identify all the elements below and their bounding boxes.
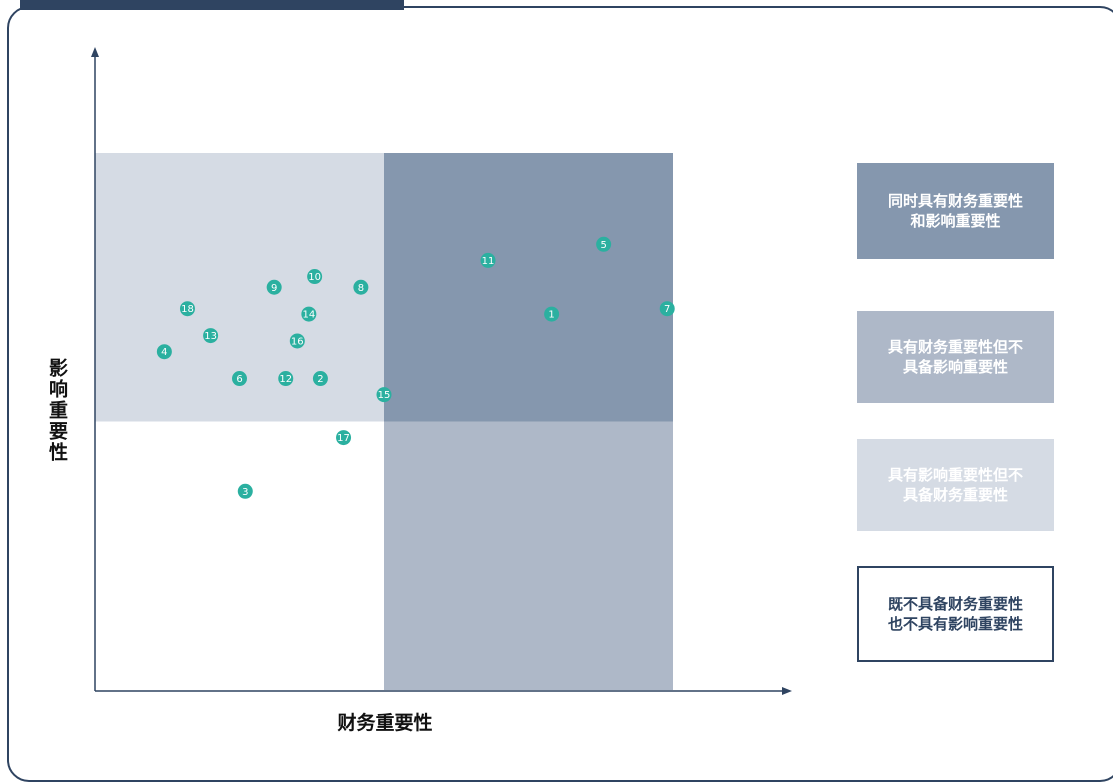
data-point-label: 12 [279, 374, 292, 385]
legend-financial-only-line2: 具备影响重要性 [902, 358, 1008, 376]
data-point: 14 [301, 306, 317, 322]
data-point-marker [266, 279, 282, 295]
data-point-label: 14 [302, 310, 315, 321]
legend-both: 同时具有财务重要性 和影响重要性 [857, 163, 1054, 259]
data-point: 4 [156, 344, 172, 360]
data-point: 16 [289, 333, 305, 349]
data-point-marker [336, 430, 352, 446]
data-point-marker [203, 328, 219, 344]
header-tab [20, 0, 404, 10]
data-point: 3 [237, 483, 253, 499]
chart-panel [7, 6, 1113, 782]
legend-impact-only: 具有影响重要性但不 具备财务重要性 [857, 439, 1054, 531]
data-point: 13 [203, 328, 219, 344]
data-point-label: 10 [308, 272, 321, 283]
legend-financial-only: 具有财务重要性但不 具备影响重要性 [857, 311, 1054, 403]
data-point-label: 8 [358, 283, 364, 294]
data-point-label: 4 [161, 347, 167, 358]
legend-neither-line1: 既不具备财务重要性 [887, 595, 1023, 613]
data-point: 9 [266, 279, 282, 295]
data-point: 11 [480, 252, 496, 268]
data-point-label: 18 [181, 304, 194, 315]
data-point-label: 5 [600, 240, 606, 251]
data-point-marker [301, 306, 317, 322]
data-point-label: 7 [664, 304, 670, 315]
quadrant-neither [95, 421, 384, 690]
legend-neither: 既不具备财务重要性 也不具有影响重要性 [857, 566, 1054, 662]
data-point-marker [480, 252, 496, 268]
data-point: 7 [659, 301, 675, 317]
data-point-label: 11 [482, 256, 495, 267]
data-point-label: 16 [291, 336, 304, 347]
legend-neither-line2: 也不具有影响重要性 [887, 615, 1023, 633]
quadrant-financial-only [384, 421, 673, 690]
data-point-marker [179, 301, 195, 317]
data-point: 10 [307, 269, 323, 285]
data-point: 1 [544, 306, 560, 322]
y-axis-arrow [91, 47, 99, 57]
quadrant-both [384, 153, 673, 422]
data-point-marker [544, 306, 560, 322]
data-point-marker [278, 371, 294, 387]
data-point-marker [232, 371, 247, 387]
data-point: 2 [312, 371, 328, 387]
data-point: 15 [376, 387, 392, 403]
data-point-marker [353, 279, 369, 295]
data-point-label: 3 [242, 487, 248, 498]
data-point-label: 6 [236, 374, 242, 385]
data-point-marker [596, 236, 612, 252]
data-point-label: 9 [271, 283, 277, 294]
data-point-label: 15 [378, 390, 391, 401]
legend-both-line1: 同时具有财务重要性 [887, 192, 1023, 210]
legend-impact-only-line2: 具备财务重要性 [902, 486, 1008, 504]
x-axis-label: 财务重要性 [337, 712, 433, 734]
data-point: 17 [336, 430, 352, 446]
legend-impact-only-line1: 具有影响重要性但不 [887, 466, 1023, 484]
data-point-marker [237, 483, 253, 499]
data-point-marker [659, 301, 675, 317]
x-axis-arrow [782, 687, 792, 695]
data-point-marker [289, 333, 305, 349]
data-point-marker [156, 344, 172, 360]
data-point-marker [376, 387, 392, 403]
data-point-label: 13 [204, 331, 217, 342]
data-point: 12 [278, 371, 294, 387]
data-point: 5 [596, 236, 612, 252]
data-point-label: 2 [317, 374, 323, 385]
legend-financial-only-line1: 具有财务重要性但不 [887, 338, 1023, 356]
data-point: 8 [353, 279, 369, 295]
data-point: 18 [179, 301, 195, 317]
data-point-marker [312, 371, 328, 387]
data-point-marker [307, 269, 323, 285]
legend-both-line2: 和影响重要性 [910, 212, 1001, 230]
axes [91, 47, 792, 695]
data-point-label: 17 [337, 433, 350, 444]
y-axis-label: 影响重要性 [46, 358, 68, 463]
data-point-label: 1 [548, 310, 554, 321]
data-point: 6 [232, 371, 247, 387]
quadrants [95, 153, 673, 690]
